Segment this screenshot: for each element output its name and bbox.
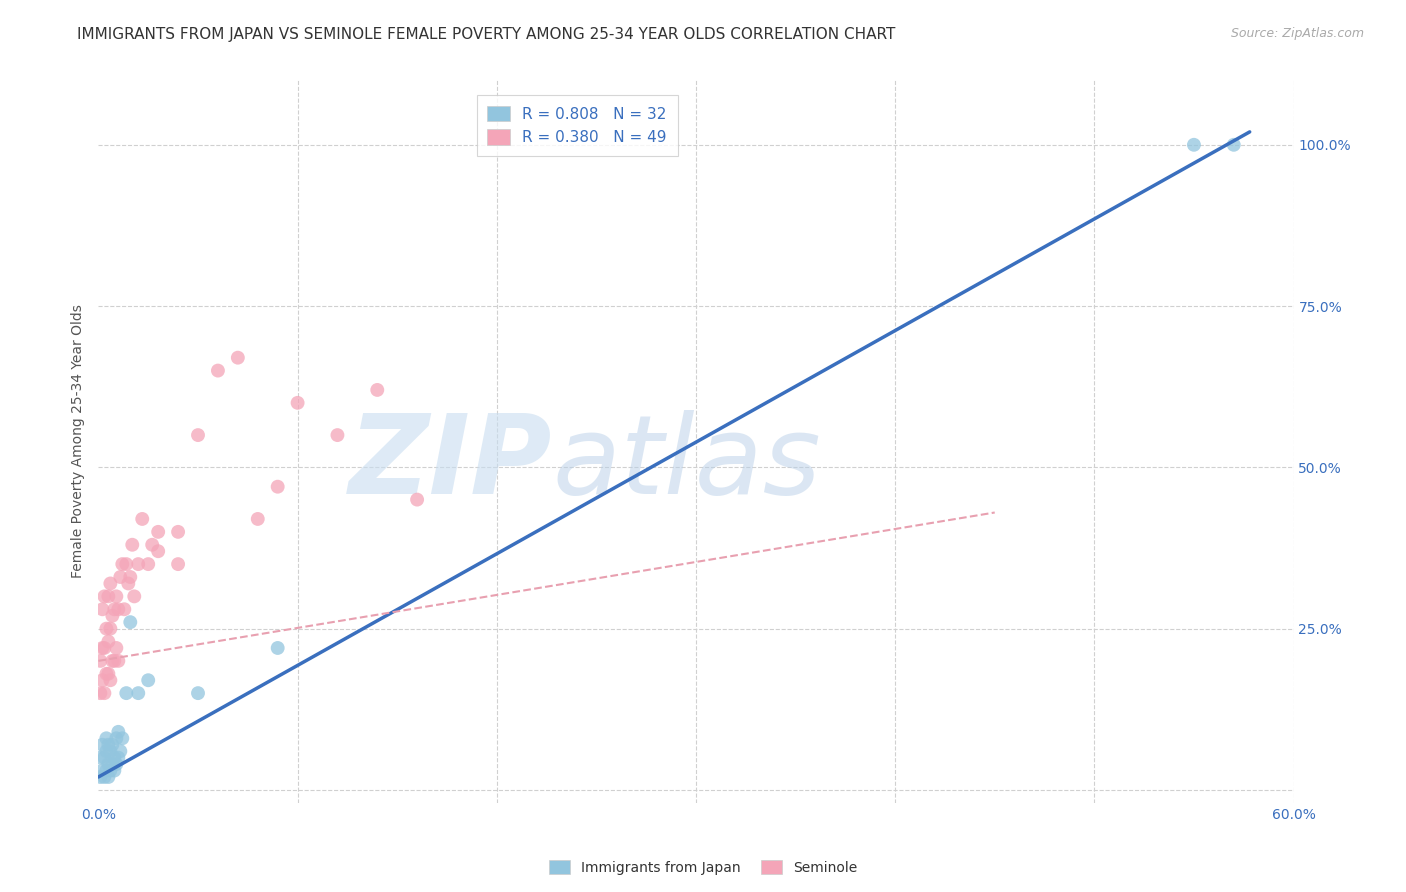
Point xyxy=(105,731,128,746)
Point xyxy=(107,602,129,616)
Point xyxy=(366,383,388,397)
Point xyxy=(105,590,128,604)
Point xyxy=(93,750,115,764)
Point xyxy=(105,757,128,772)
Point xyxy=(120,615,142,630)
Point xyxy=(96,744,118,758)
Text: atlas: atlas xyxy=(553,409,821,516)
Legend: R = 0.808   N = 32, R = 0.380   N = 49: R = 0.808 N = 32, R = 0.380 N = 49 xyxy=(477,95,678,156)
Point xyxy=(107,750,129,764)
Point xyxy=(93,686,115,700)
Point xyxy=(112,602,135,616)
Point xyxy=(131,512,153,526)
Point xyxy=(1223,137,1246,152)
Point xyxy=(121,538,143,552)
Point xyxy=(93,640,115,655)
Point xyxy=(91,602,114,616)
Text: IMMIGRANTS FROM JAPAN VS SEMINOLE FEMALE POVERTY AMONG 25-34 YEAR OLDS CORRELATI: IMMIGRANTS FROM JAPAN VS SEMINOLE FEMALE… xyxy=(77,27,896,42)
Point xyxy=(124,590,146,604)
Point xyxy=(98,576,122,591)
Point xyxy=(91,738,114,752)
Point xyxy=(105,640,128,655)
Text: Source: ZipAtlas.com: Source: ZipAtlas.com xyxy=(1230,27,1364,40)
Point xyxy=(226,351,249,365)
Point xyxy=(91,640,114,655)
Point xyxy=(98,673,122,688)
Point xyxy=(89,770,111,784)
Point xyxy=(148,544,170,558)
Point xyxy=(97,666,120,681)
Point xyxy=(267,640,290,655)
Point xyxy=(111,557,134,571)
Point xyxy=(141,538,163,552)
Point xyxy=(98,744,122,758)
Point xyxy=(127,557,149,571)
Point xyxy=(93,770,115,784)
Point xyxy=(1182,137,1205,152)
Point xyxy=(97,770,120,784)
Text: ZIP: ZIP xyxy=(349,409,553,516)
Point xyxy=(326,428,349,442)
Point xyxy=(110,570,132,584)
Point xyxy=(103,602,125,616)
Point xyxy=(207,363,229,377)
Point xyxy=(136,673,159,688)
Point xyxy=(97,757,120,772)
Point xyxy=(97,590,120,604)
Point xyxy=(111,731,134,746)
Point xyxy=(96,731,118,746)
Y-axis label: Female Poverty Among 25-34 Year Olds: Female Poverty Among 25-34 Year Olds xyxy=(70,304,84,579)
Point xyxy=(98,622,122,636)
Point xyxy=(148,524,170,539)
Point xyxy=(187,428,209,442)
Point xyxy=(91,764,114,778)
Legend: Immigrants from Japan, Seminole: Immigrants from Japan, Seminole xyxy=(543,855,863,880)
Point xyxy=(97,634,120,648)
Point xyxy=(120,570,142,584)
Point xyxy=(97,738,120,752)
Point xyxy=(96,666,118,681)
Point xyxy=(101,738,124,752)
Point xyxy=(98,764,122,778)
Point xyxy=(246,512,269,526)
Point xyxy=(101,757,124,772)
Point xyxy=(406,492,429,507)
Point xyxy=(89,750,111,764)
Point xyxy=(96,764,118,778)
Point xyxy=(89,654,111,668)
Point xyxy=(127,686,149,700)
Point xyxy=(107,724,129,739)
Point xyxy=(267,480,290,494)
Point xyxy=(187,686,209,700)
Point xyxy=(91,673,114,688)
Point xyxy=(103,750,125,764)
Point xyxy=(167,524,190,539)
Point xyxy=(103,654,125,668)
Point xyxy=(93,590,115,604)
Point xyxy=(107,654,129,668)
Point xyxy=(115,557,138,571)
Point xyxy=(115,686,138,700)
Point xyxy=(287,396,309,410)
Point xyxy=(117,576,139,591)
Point xyxy=(167,557,190,571)
Point xyxy=(103,764,125,778)
Point xyxy=(96,622,118,636)
Point xyxy=(136,557,159,571)
Point xyxy=(89,686,111,700)
Point xyxy=(101,654,124,668)
Point xyxy=(110,744,132,758)
Point xyxy=(101,608,124,623)
